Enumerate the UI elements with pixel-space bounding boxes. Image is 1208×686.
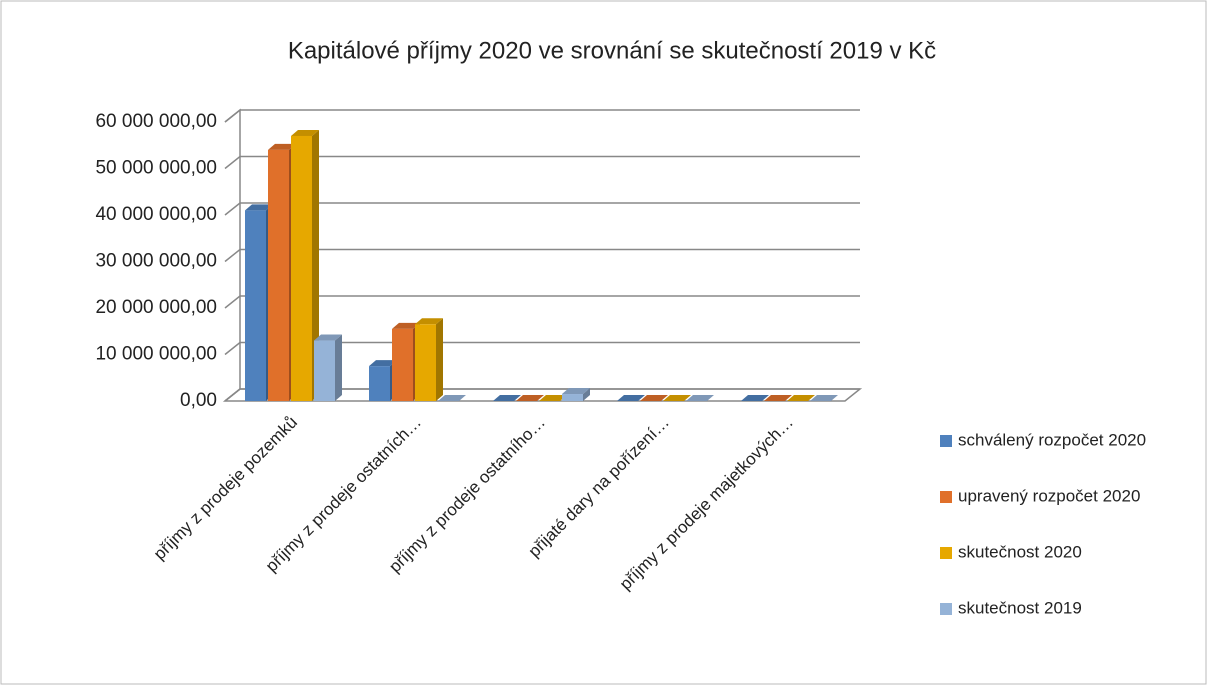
bar-top xyxy=(764,395,792,401)
grid-line xyxy=(224,202,860,216)
legend-swatch xyxy=(940,603,952,615)
grid-line xyxy=(224,109,860,123)
y-tick-label: 30 000 000,00 xyxy=(95,251,217,272)
bar-top xyxy=(741,395,769,401)
bar-top xyxy=(539,395,567,401)
bar-side xyxy=(335,334,342,401)
legend-label: upravený rozpočet 2020 xyxy=(958,486,1140,505)
bar xyxy=(245,210,266,401)
bar xyxy=(314,340,335,401)
bar-top xyxy=(438,395,466,401)
y-tick-label: 20 000 000,00 xyxy=(95,297,217,318)
bar xyxy=(369,366,390,401)
grid-line xyxy=(224,295,860,309)
bar-top xyxy=(787,395,815,401)
bar-top xyxy=(663,395,691,401)
legend-label: skutečnost 2020 xyxy=(958,542,1082,561)
legend-label: skutečnost 2019 xyxy=(958,598,1082,617)
bar-top xyxy=(314,334,342,341)
legend-swatch xyxy=(940,547,952,559)
y-tick-label: 10 000 000,00 xyxy=(95,344,217,365)
bar xyxy=(562,394,583,401)
legend-label: schválený rozpočet 2020 xyxy=(958,430,1146,449)
y-tick-label: 50 000 000,00 xyxy=(95,158,217,179)
legend-swatch xyxy=(940,435,952,447)
y-tick-label: 40 000 000,00 xyxy=(95,204,217,225)
grid-line xyxy=(224,248,860,263)
bar-top xyxy=(810,395,838,401)
bar-top xyxy=(415,318,443,325)
legend-swatch xyxy=(940,491,952,503)
bar xyxy=(291,135,312,401)
bar-side xyxy=(583,388,590,401)
grid-line xyxy=(224,155,860,170)
legend: schválený rozpočet 2020 upravený rozpočet… xyxy=(940,430,1146,617)
bar-top xyxy=(291,129,319,136)
bar-top xyxy=(493,395,521,401)
bar-top xyxy=(268,143,296,150)
bar xyxy=(392,328,413,401)
bar-top xyxy=(245,204,273,211)
grid-line xyxy=(224,341,860,356)
bar-top xyxy=(617,395,645,401)
bar-top xyxy=(640,395,668,401)
bar xyxy=(268,149,289,401)
bar-side xyxy=(312,129,319,401)
y-tick-label: 60 000 000,00 xyxy=(95,111,217,132)
chart-title: Kapitálové příjmy 2020 ve srovnání se sk… xyxy=(288,37,936,64)
bar-side xyxy=(436,318,443,401)
bar-top xyxy=(686,395,714,401)
bar-top xyxy=(516,395,544,401)
bar-top xyxy=(392,322,420,329)
bar xyxy=(415,324,436,401)
bar-top xyxy=(562,388,590,395)
bar-top xyxy=(369,360,397,367)
y-tick-label: 0,00 xyxy=(180,390,217,411)
grid-line xyxy=(224,388,860,402)
